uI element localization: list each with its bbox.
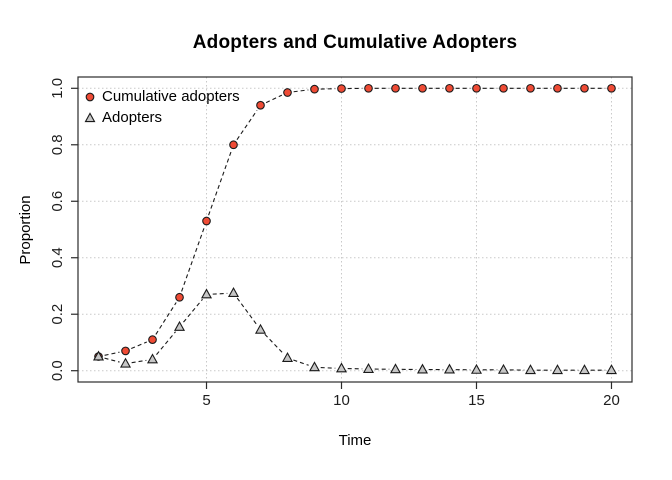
data-point-circle	[553, 83, 562, 93]
data-point-triangle	[524, 364, 537, 375]
series-segment	[208, 150, 232, 216]
series-segment	[293, 89, 309, 93]
y-axis-title: Proportion	[17, 195, 34, 265]
x-tick-label: 5	[202, 392, 210, 409]
data-point-circle	[391, 83, 400, 93]
data-point-circle	[148, 335, 157, 344]
data-point-circle	[580, 83, 589, 93]
data-point-triangle	[119, 357, 132, 368]
y-tick-label: 0.0	[49, 360, 66, 381]
series-segment	[320, 367, 336, 369]
plot-box	[77, 76, 633, 383]
data-point-circle	[310, 84, 319, 94]
data-point-triangle	[254, 323, 267, 334]
y-tick-label: 0.8	[49, 134, 66, 155]
data-point-circle	[229, 140, 238, 150]
data-point-triangle	[443, 363, 456, 374]
data-point-triangle	[578, 364, 591, 375]
series-segment	[236, 297, 258, 326]
y-tick-label: 0.2	[49, 304, 66, 325]
data-point-triangle	[497, 363, 510, 374]
data-point-circle	[121, 346, 130, 356]
x-tick-label: 15	[468, 392, 485, 409]
data-point-circle	[418, 83, 427, 93]
series-segment	[104, 351, 120, 356]
data-point-circle	[472, 83, 481, 93]
x-tick-label: 10	[333, 392, 350, 409]
data-point-triangle	[416, 363, 429, 374]
data-point-circle	[364, 83, 373, 93]
data-point-triangle	[470, 363, 483, 374]
data-point-triangle	[146, 353, 159, 364]
data-point-circle	[202, 216, 211, 226]
series-segment	[212, 292, 228, 295]
data-point-circle	[175, 292, 184, 302]
x-tick-label: 20	[603, 392, 620, 409]
legend-label: Adopters	[102, 109, 163, 126]
chart-title: Adopters and Cumulative Adopters	[192, 32, 518, 53]
y-tick-label: 0.6	[49, 191, 66, 212]
data-point-triangle	[173, 320, 186, 331]
series-segment	[131, 359, 147, 364]
series-segment	[183, 298, 203, 323]
data-point-triangle	[200, 288, 213, 299]
series-segment	[265, 94, 283, 104]
series-segment	[293, 359, 309, 366]
data-point-triangle	[335, 362, 348, 373]
triangle-marker-icon	[84, 111, 96, 122]
data-point-triangle	[92, 350, 105, 361]
data-point-circle	[283, 88, 292, 97]
series-segment	[264, 333, 284, 354]
series-segment	[155, 302, 177, 335]
series-segment	[104, 357, 120, 363]
series-segment	[156, 331, 176, 355]
data-point-circle	[445, 83, 454, 93]
circle-marker-icon	[85, 92, 95, 101]
x-axis-title: Time	[338, 432, 372, 449]
data-point-triangle	[605, 364, 618, 375]
data-point-circle	[337, 84, 346, 93]
y-tick-label: 0.4	[49, 247, 66, 268]
series-segment	[236, 110, 258, 140]
legend-item-cumulative-adopters: Cumulative adopters	[83, 86, 240, 107]
legend: Cumulative adopters Adopters	[83, 86, 240, 128]
data-point-triangle	[551, 364, 564, 375]
data-point-circle	[526, 83, 535, 93]
series-segment	[181, 226, 205, 292]
data-point-triangle	[362, 362, 375, 373]
data-point-triangle	[389, 363, 402, 374]
data-point-triangle	[281, 351, 294, 362]
data-point-triangle	[227, 287, 240, 297]
data-point-circle	[499, 83, 508, 93]
data-point-circle	[607, 83, 616, 93]
series-segment	[131, 341, 148, 350]
legend-label: Cumulative adopters	[102, 88, 240, 105]
legend-item-adopters: Adopters	[83, 107, 240, 128]
y-tick-label: 1.0	[49, 78, 66, 99]
data-point-triangle	[308, 361, 321, 372]
data-point-circle	[256, 100, 265, 110]
